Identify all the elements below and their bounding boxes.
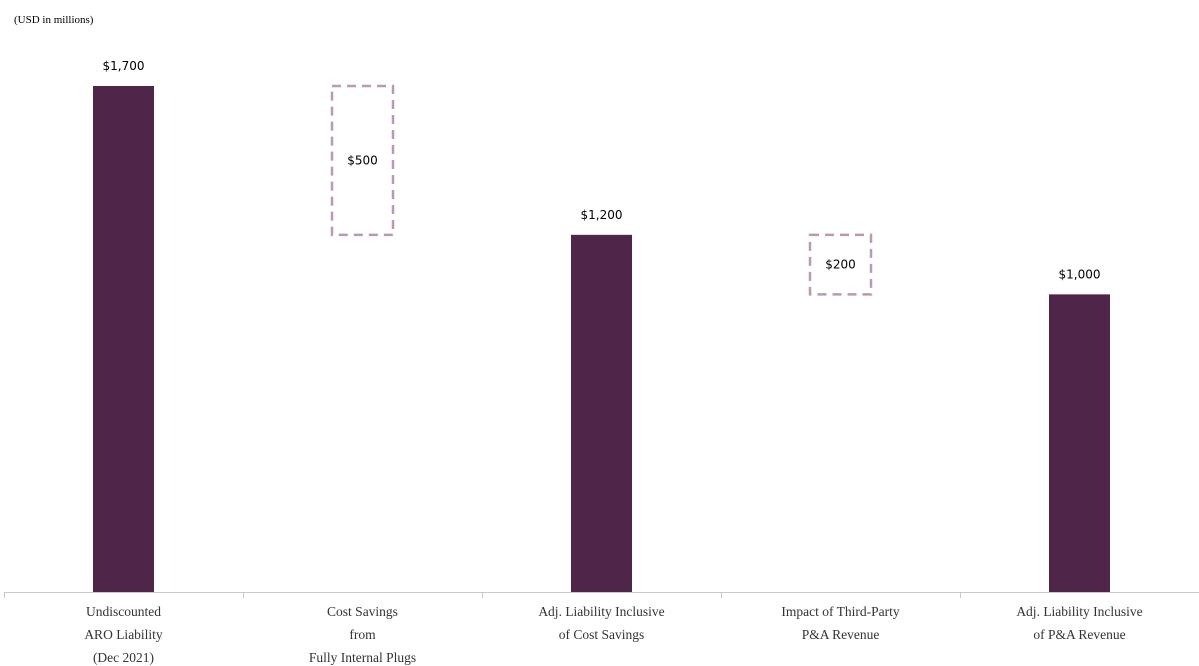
data-label-3: $200 [825,258,856,272]
x-axis: Undiscounted ARO Liability (Dec 2021) Cost … [4,592,1199,665]
category-label-line: of P&A Revenue [1033,627,1125,642]
bar-decrease-1 [330,84,395,237]
unit-note: (USD in millions) [14,14,94,26]
category-label-line: Adj. Liability Inclusive [1016,604,1142,619]
category-label-line: Impact of Third-Party [781,604,899,619]
category-label-4: Adj. Liability Inclusive of P&A Revenue [1016,604,1142,642]
data-label-2: $1,200 [581,208,623,222]
category-label-line: Cost Savings [327,604,398,619]
data-label-4: $1,000 [1059,267,1101,281]
data-label-1: $500 [347,153,378,167]
bar-total-2 [571,234,632,592]
category-label-line: Fully Internal Plugs [309,650,416,665]
category-label-line: from [349,627,376,642]
category-label-2: Adj. Liability Inclusive of Cost Savings [538,604,664,642]
bar-total-4 [1049,294,1110,592]
category-label-line: Undiscounted [86,604,161,619]
bar-total-0 [93,86,154,592]
category-label-line: Adj. Liability Inclusive [538,604,664,619]
category-label-3: Impact of Third-Party P&A Revenue [781,604,899,642]
category-label-0: Undiscounted ARO Liability (Dec 2021) [84,604,163,665]
data-label-0: $1,700 [103,59,145,73]
category-label-line: (Dec 2021) [93,650,154,665]
category-label-line: P&A Revenue [802,627,880,642]
category-label-1: Cost Savings from Fully Internal Plugs [309,604,416,665]
category-label-line: ARO Liability [84,627,163,642]
category-label-line: of Cost Savings [559,627,645,642]
bar-decrease-3 [808,233,873,296]
bars-layer: $1,700 $500 $1,200 $200 $1,000 [93,59,1110,592]
